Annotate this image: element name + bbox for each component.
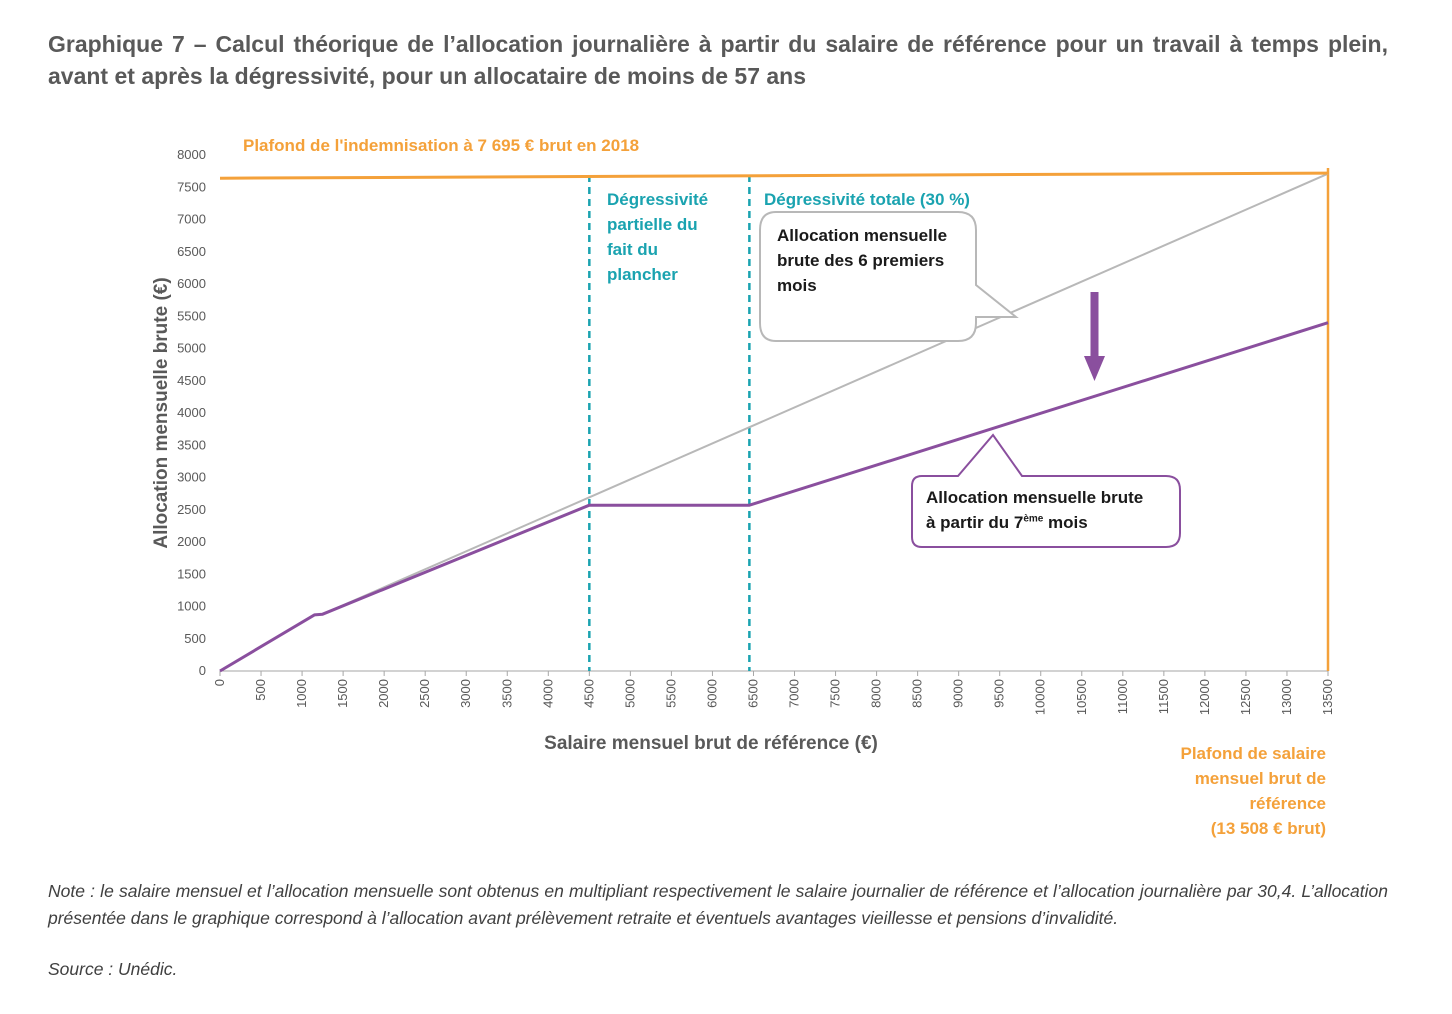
x-tick-label: 13500 bbox=[1320, 679, 1335, 715]
arrow-shaft bbox=[1090, 292, 1099, 358]
y-tick-label: 5500 bbox=[177, 308, 206, 323]
callout-6-line-1: Allocation mensuelle bbox=[777, 226, 948, 245]
callout-6-line-3: mois bbox=[777, 276, 817, 295]
callout-6-line-2: brute des 6 premiers bbox=[777, 251, 945, 270]
x-tick-label: 13000 bbox=[1279, 679, 1294, 715]
x-tick-label: 1500 bbox=[335, 679, 350, 708]
x-tick-label: 10000 bbox=[1033, 679, 1048, 715]
plafond-salaire-label: Plafond de salaire mensuel brut de référ… bbox=[1130, 741, 1327, 841]
x-tick-label: 1000 bbox=[294, 679, 309, 708]
x-tick-label: 6500 bbox=[745, 679, 760, 708]
y-tick-label: 1000 bbox=[177, 599, 206, 614]
plafond-salaire-line-1: Plafond de salaire bbox=[1180, 744, 1327, 763]
callout-7-sup: ème bbox=[1023, 513, 1044, 525]
x-tick-label: 5500 bbox=[663, 679, 678, 708]
x-tick-label: 12500 bbox=[1238, 679, 1253, 715]
y-tick-label: 2500 bbox=[177, 502, 206, 517]
x-axis-ticks: 0 500 1000 1500 2000 2500 3000 3500 4000 4500 5000… bbox=[212, 671, 1335, 715]
degressivite-partielle-line-1: Dégressivité bbox=[607, 190, 709, 209]
x-tick-label: 3500 bbox=[499, 679, 514, 708]
plafond-salaire-line-3: référence bbox=[1249, 794, 1326, 813]
callout-6-premiers-mois: Allocation mensuelle brute des 6 premier… bbox=[777, 223, 947, 298]
x-tick-label: 0 bbox=[212, 679, 227, 686]
x-tick-label: 9000 bbox=[951, 679, 966, 708]
degressivite-totale-label: Dégressivité totale (30 %) bbox=[764, 190, 970, 209]
callout-7-line-1: Allocation mensuelle brute bbox=[926, 488, 1144, 507]
y-tick-label: 500 bbox=[184, 631, 206, 646]
chart-title: Graphique 7 – Calcul théorique de l’allo… bbox=[48, 31, 1388, 89]
y-tick-label: 5000 bbox=[177, 341, 206, 356]
vertical-lines bbox=[588, 168, 1330, 671]
x-tick-label: 3000 bbox=[458, 679, 473, 708]
y-tick-label: 7500 bbox=[177, 179, 206, 194]
plafond-indemnisation-label: Plafond de l'indemnisation à 7 695 € bru… bbox=[243, 136, 640, 155]
plafond-salaire-line-4: (13 508 € brut) bbox=[1210, 819, 1326, 838]
degressivite-partielle-label: Dégressivité partielle du fait du planch… bbox=[607, 187, 708, 287]
y-tick-label: 4500 bbox=[177, 373, 206, 388]
callout-7eme-mois: Allocation mensuelle brute à partir du 7… bbox=[926, 485, 1143, 535]
y-tick-label: 6000 bbox=[177, 276, 206, 291]
y-axis-ticks: 0 500 1000 1500 2000 2500 3000 3500 4000 4500 5000… bbox=[177, 147, 206, 678]
x-tick-label: 8000 bbox=[869, 679, 884, 708]
callout-7-prefix: à partir du 7 bbox=[926, 513, 1024, 532]
x-tick-label: 2500 bbox=[417, 679, 432, 708]
callout-shapes bbox=[759, 211, 1181, 548]
x-tick-label: 6000 bbox=[704, 679, 719, 708]
degressivite-partielle-line-4: plancher bbox=[607, 265, 678, 284]
x-tick-label: 4500 bbox=[581, 679, 596, 708]
x-axis-label: Salaire mensuel brut de référence (€) bbox=[544, 733, 878, 754]
chart-note: Note : le salaire mensuel et l’allocatio… bbox=[48, 881, 1388, 928]
callout-6-bubble bbox=[759, 211, 1019, 342]
y-tick-label: 2000 bbox=[177, 534, 206, 549]
y-tick-label: 0 bbox=[199, 663, 206, 678]
degressivite-partielle-line-2: partielle du bbox=[607, 215, 698, 234]
x-tick-label: 9500 bbox=[992, 679, 1007, 708]
plafond-salaire-line-2: mensuel brut de bbox=[1194, 769, 1326, 788]
y-tick-label: 3000 bbox=[177, 470, 206, 485]
series-lines bbox=[219, 171, 1329, 673]
x-tick-label: 500 bbox=[253, 679, 268, 701]
x-tick-label: 11000 bbox=[1115, 679, 1130, 714]
series-line bbox=[219, 321, 1329, 673]
x-tick-label: 11500 bbox=[1156, 679, 1171, 714]
y-tick-label: 6500 bbox=[177, 244, 206, 259]
x-tick-label: 10500 bbox=[1074, 679, 1089, 715]
y-tick-label: 7000 bbox=[177, 212, 206, 227]
down-arrow bbox=[1084, 292, 1105, 381]
y-tick-label: 1500 bbox=[177, 566, 206, 581]
arrow-head bbox=[1084, 356, 1105, 381]
chart-source: Source : Unédic. bbox=[48, 959, 178, 979]
x-tick-label: 7500 bbox=[828, 679, 843, 708]
callout-7-suffix: mois bbox=[1043, 513, 1088, 532]
y-tick-label: 3500 bbox=[177, 437, 206, 452]
y-tick-label: 4000 bbox=[177, 405, 206, 420]
x-tick-label: 12000 bbox=[1197, 679, 1212, 715]
x-tick-label: 5000 bbox=[622, 679, 637, 708]
x-tick-label: 4000 bbox=[540, 679, 555, 708]
y-tick-label: 8000 bbox=[177, 147, 206, 162]
callout-7-bubble bbox=[911, 433, 1181, 548]
x-tick-label: 2000 bbox=[376, 679, 391, 708]
series-line bbox=[219, 171, 1329, 180]
y-axis-label: Allocation mensuelle brute (€) bbox=[151, 277, 172, 548]
x-tick-label: 7000 bbox=[787, 679, 802, 708]
callout-7-line-2: à partir du 7ème mois bbox=[926, 510, 1143, 535]
degressivite-partielle-line-3: fait du bbox=[607, 240, 658, 259]
x-tick-label: 8500 bbox=[910, 679, 925, 708]
